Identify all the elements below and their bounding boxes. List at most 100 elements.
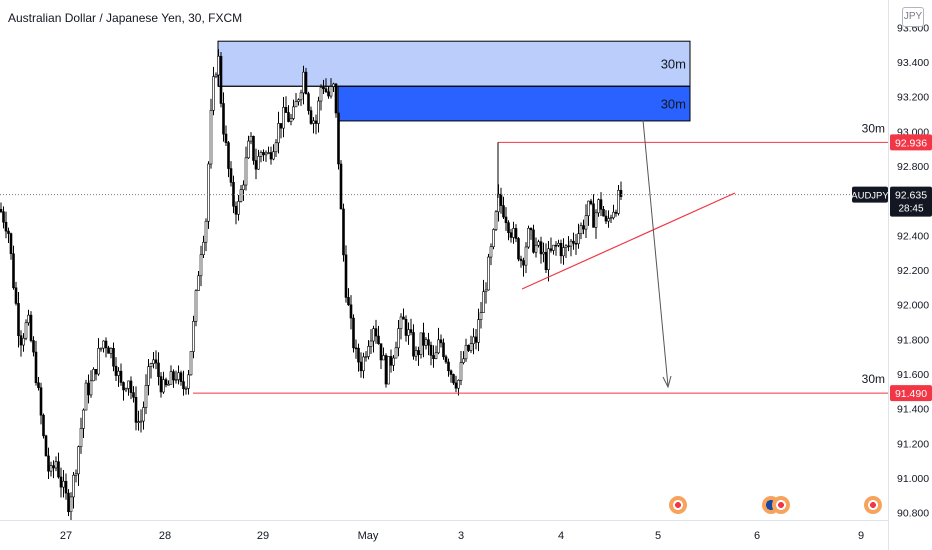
candle-body xyxy=(537,241,540,246)
candle-body xyxy=(84,382,88,411)
candle-body xyxy=(177,372,180,380)
candle-body xyxy=(347,297,350,306)
candle-body xyxy=(204,220,208,243)
symbol-badge xyxy=(852,186,888,203)
candle-body xyxy=(167,383,170,386)
candle-body xyxy=(199,254,203,277)
price-tick-label: 93.400 xyxy=(897,57,929,69)
candle-body xyxy=(319,86,323,102)
projection-arrow-head xyxy=(662,375,672,389)
time-tick-label: 29 xyxy=(257,530,269,542)
candle-body xyxy=(174,379,178,381)
candle-body xyxy=(467,344,470,351)
economic-event-icon[interactable] xyxy=(864,496,882,514)
level-label: 30m xyxy=(862,372,885,386)
candle-body xyxy=(147,366,150,386)
candle-body xyxy=(54,461,58,469)
candle-body xyxy=(379,343,383,361)
supply-zone-lower xyxy=(337,85,691,122)
candle-body xyxy=(399,316,403,329)
candle-body xyxy=(489,246,493,258)
candle-body xyxy=(484,289,488,293)
candle-body xyxy=(309,110,313,124)
candle-body xyxy=(252,135,255,161)
candle-body xyxy=(357,347,360,363)
candle-body xyxy=(587,200,590,217)
candle-body xyxy=(444,356,448,363)
candle-body xyxy=(449,370,453,375)
candle-body xyxy=(362,356,365,372)
candle-body xyxy=(369,340,373,347)
candle-body xyxy=(214,74,218,77)
candle-body xyxy=(534,244,538,253)
candle-body xyxy=(324,88,328,93)
candle-body xyxy=(184,388,188,390)
candle-body xyxy=(129,380,133,393)
candle-body xyxy=(364,356,368,358)
candle-body xyxy=(384,355,388,385)
current-price-label: 92.635 xyxy=(895,190,927,202)
candle-body xyxy=(87,382,90,396)
candle-body xyxy=(194,290,198,322)
time-tick-label: 4 xyxy=(558,530,564,542)
candle-body xyxy=(227,142,230,169)
candle-body xyxy=(402,316,405,320)
candle-body xyxy=(609,217,613,220)
candle-body xyxy=(139,420,143,423)
candle-body xyxy=(52,465,55,469)
japan-flag-event-icon[interactable] xyxy=(772,496,790,514)
candle-body xyxy=(99,347,103,350)
candle-body xyxy=(519,258,523,261)
resistance-price-badge xyxy=(890,134,932,151)
economic-event-icon[interactable] xyxy=(669,496,687,514)
candle-body xyxy=(262,152,265,156)
candle-body xyxy=(407,329,410,336)
candle-body xyxy=(412,332,415,357)
candle-body xyxy=(34,351,38,384)
candle-body xyxy=(44,435,48,457)
projection-arrow xyxy=(642,119,669,387)
candle-body xyxy=(574,242,578,245)
candle-body xyxy=(614,211,618,214)
candle-body xyxy=(459,362,463,381)
candle-body xyxy=(579,225,583,235)
candle-body xyxy=(447,361,450,372)
candle-body xyxy=(504,216,508,224)
candle-body xyxy=(462,358,465,363)
candle-body xyxy=(562,247,565,257)
candle-body xyxy=(567,245,570,248)
candle-body xyxy=(59,476,63,488)
candle-body xyxy=(247,140,250,159)
candle-body xyxy=(397,328,400,349)
candle-body xyxy=(322,86,325,90)
candle-body xyxy=(377,335,380,344)
candle-body xyxy=(42,414,45,437)
candle-body xyxy=(429,344,433,356)
candle-body xyxy=(279,123,283,129)
candle-body xyxy=(117,370,120,376)
candle-body xyxy=(122,382,125,391)
price-tick-label: 90.800 xyxy=(897,508,929,520)
candle-body xyxy=(29,314,33,341)
candle-body xyxy=(172,371,175,381)
support-price-badge xyxy=(890,385,932,402)
current-price-badge xyxy=(890,186,932,217)
candle-body xyxy=(69,496,73,513)
candle-body xyxy=(17,303,20,336)
candle-body xyxy=(22,337,25,346)
candle-body xyxy=(387,356,390,385)
candle-body xyxy=(332,83,335,87)
candle-body xyxy=(137,421,140,423)
candle-body xyxy=(439,339,443,344)
candle-body xyxy=(164,379,168,386)
candle-body xyxy=(104,340,108,349)
currency-button[interactable]: JPY xyxy=(902,7,924,27)
candle-body xyxy=(274,142,278,153)
candle-body xyxy=(612,211,615,219)
candle-body xyxy=(4,221,8,232)
candle-body xyxy=(354,347,358,350)
candle-body xyxy=(312,120,315,124)
candle-body xyxy=(349,304,353,319)
candle-body xyxy=(237,201,240,215)
